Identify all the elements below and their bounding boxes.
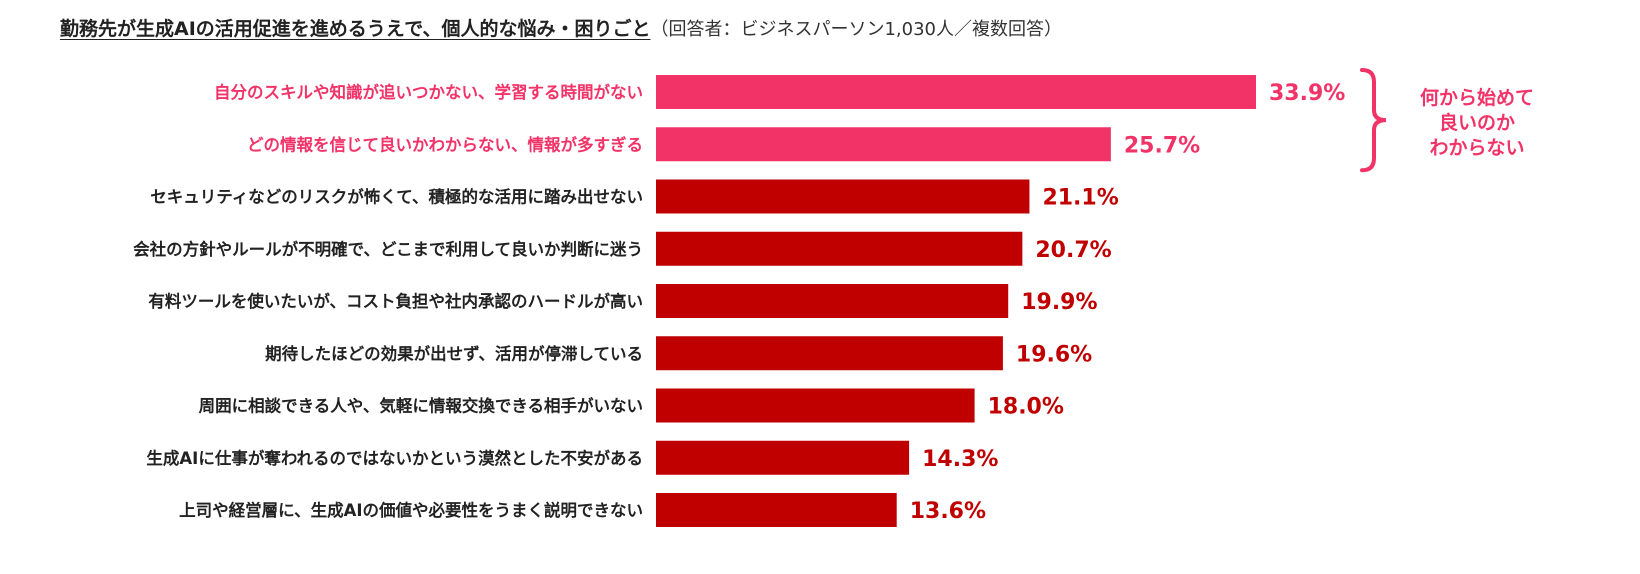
value-label: 33.9% [1269, 81, 1345, 106]
bar [656, 231, 1023, 266]
bar [656, 493, 897, 527]
chart-title: 勤務先が生成AIの活用促進を進めるうえで、個人的な悩み・困りごと（回答者：ビジネ… [60, 14, 1062, 41]
bar [656, 388, 975, 423]
bar [656, 284, 1009, 318]
value-label: 20.7% [1035, 238, 1111, 263]
value-label: 19.6% [1016, 342, 1092, 367]
title-main: 勤務先が生成AIの活用促進を進めるうえで、個人的な悩み・困りごと [60, 18, 651, 40]
value-label: 19.9% [1021, 290, 1097, 315]
bar [656, 179, 1030, 214]
annotation-line: 何から始めて [1420, 86, 1534, 109]
category-label: 有料ツールを使いたいが、コスト負担や社内承認のハードルが高い [148, 291, 643, 311]
category-label: 自分のスキルや知識が追いつかない、学習する時間がない [214, 82, 643, 102]
category-label: どの情報を信じて良いかわからない、情報が多すぎる [247, 134, 643, 154]
value-label: 14.3% [922, 447, 998, 472]
bar [656, 75, 1256, 109]
bar [656, 440, 910, 475]
bar [656, 336, 1003, 371]
value-label: 21.1% [1042, 186, 1118, 211]
category-label: 生成AIに仕事が奪われるのではないかという漠然とした不安がある [146, 448, 643, 468]
bar [656, 127, 1111, 162]
title-subtitle: （回答者：ビジネスパーソン1,030人／複数回答） [650, 19, 1062, 40]
value-label: 13.6% [910, 499, 986, 524]
value-label: 18.0% [988, 395, 1064, 420]
category-label: 上司や経営層に、生成AIの価値や必要性をうまく説明できない [179, 500, 643, 520]
bracket [1360, 68, 1387, 173]
value-label: 25.7% [1124, 133, 1200, 158]
category-label: 期待したほどの効果が出せず、活用が停滞している [265, 343, 643, 363]
category-label: セキュリティなどのリスクが怖くて、積極的な活用に踏み出せない [150, 187, 643, 207]
category-label: 周囲に相談できる人や、気軽に情報交換できる相手がいない [199, 396, 643, 416]
category-label: 会社の方針やルールが不明確で、どこまで利用して良いか判断に迷う [133, 239, 643, 259]
annotation-line: 良いのか [1439, 111, 1515, 134]
annotation-line: わからない [1429, 137, 1524, 159]
